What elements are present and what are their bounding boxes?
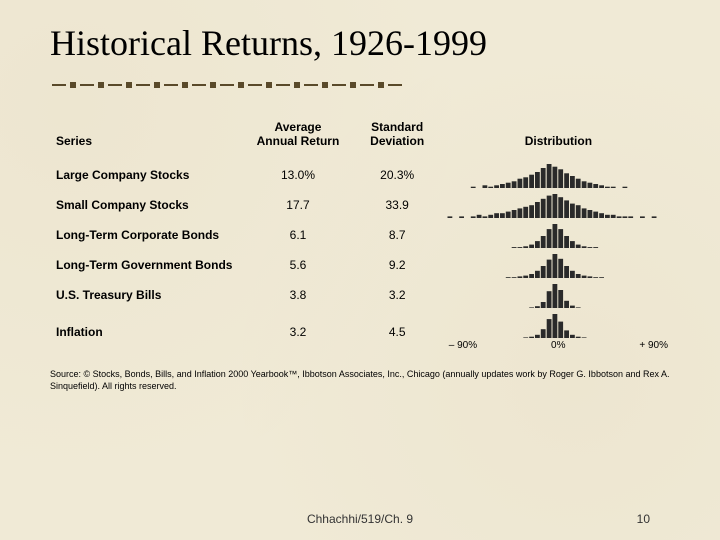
col-header-avg: Average Annual Return: [248, 116, 347, 160]
cell-std: 33.9: [348, 190, 447, 220]
cell-avg: 3.2: [248, 310, 347, 353]
source-note: Source: © Stocks, Bonds, Bills, and Infl…: [50, 369, 670, 392]
cell-series: Long-Term Corporate Bonds: [50, 220, 248, 250]
col-header-std: Standard Deviation: [348, 116, 447, 160]
cell-avg: 6.1: [248, 220, 347, 250]
col-header-series: Series: [50, 116, 248, 160]
col-header-dist: Distribution: [447, 116, 670, 160]
table-row: Long-Term Government Bonds5.69.2: [50, 250, 670, 280]
cell-distribution: [447, 190, 670, 220]
histogram-icon: [447, 192, 657, 218]
footer-center: Chhachhi/519/Ch. 9: [307, 512, 413, 526]
cell-series: Inflation: [50, 310, 248, 353]
axis-label: 0%: [551, 340, 565, 351]
slide: Historical Returns, 1926-1999 Series Ave…: [0, 0, 720, 540]
cell-series: Long-Term Government Bonds: [50, 250, 248, 280]
histogram-icon: [447, 282, 657, 308]
axis-label: – 90%: [449, 340, 477, 351]
cell-std: 9.2: [348, 250, 447, 280]
table-row: Long-Term Corporate Bonds6.18.7: [50, 220, 670, 250]
dist-axis: – 90% 0% + 90%: [447, 338, 670, 351]
cell-avg: 5.6: [248, 250, 347, 280]
footer-page: 10: [637, 512, 650, 526]
cell-std: 8.7: [348, 220, 447, 250]
cell-avg: 3.8: [248, 280, 347, 310]
title-divider: [50, 82, 670, 88]
histogram-icon: [447, 162, 657, 188]
page-title: Historical Returns, 1926-1999: [50, 22, 670, 64]
axis-label: + 90%: [639, 340, 668, 351]
returns-table: Series Average Annual Return Standard De…: [50, 116, 670, 353]
cell-distribution: – 90% 0% + 90%: [447, 310, 670, 353]
cell-std: 20.3%: [348, 160, 447, 190]
cell-distribution: [447, 160, 670, 190]
histogram-icon: [447, 252, 657, 278]
table-row: Small Company Stocks17.733.9: [50, 190, 670, 220]
cell-distribution: [447, 250, 670, 280]
cell-std: 3.2: [348, 280, 447, 310]
table-row: Large Company Stocks13.0%20.3%: [50, 160, 670, 190]
footer: Chhachhi/519/Ch. 9 10: [0, 512, 720, 526]
cell-std: 4.5: [348, 310, 447, 353]
table-row: Inflation3.24.5– 90% 0% + 90%: [50, 310, 670, 353]
cell-series: U.S. Treasury Bills: [50, 280, 248, 310]
histogram-icon: [447, 222, 657, 248]
cell-distribution: [447, 220, 670, 250]
cell-distribution: [447, 280, 670, 310]
cell-series: Large Company Stocks: [50, 160, 248, 190]
cell-avg: 13.0%: [248, 160, 347, 190]
cell-avg: 17.7: [248, 190, 347, 220]
table-row: U.S. Treasury Bills3.83.2: [50, 280, 670, 310]
cell-series: Small Company Stocks: [50, 190, 248, 220]
histogram-icon: [447, 312, 657, 338]
